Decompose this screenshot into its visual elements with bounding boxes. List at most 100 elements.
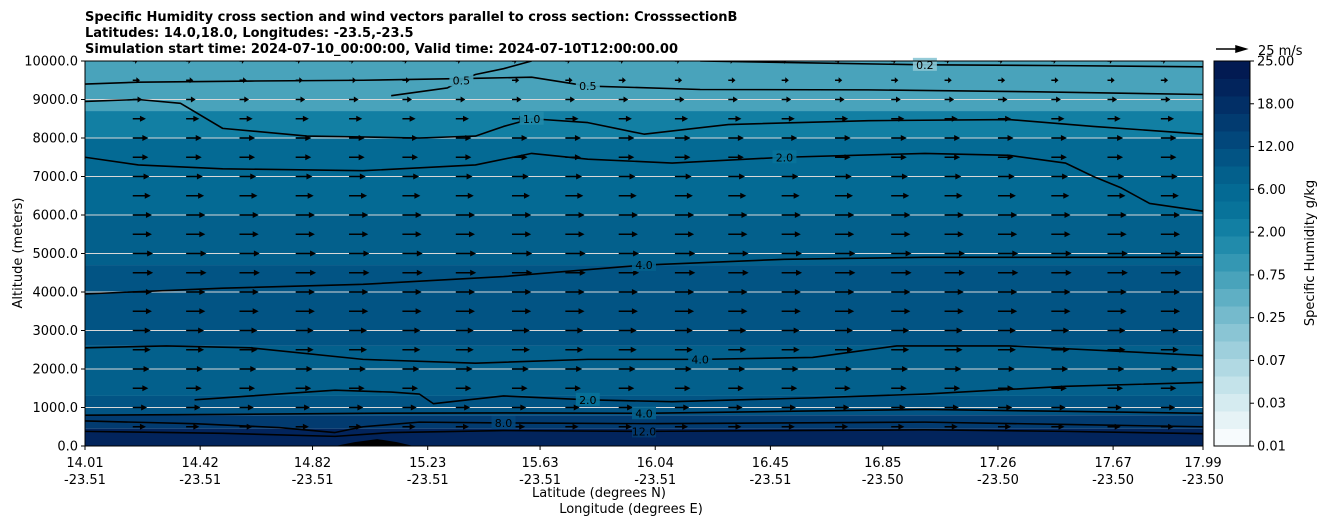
wind-arrow: [295, 231, 315, 238]
wind-arrow: [1107, 423, 1121, 430]
wind-arrow: [944, 289, 964, 295]
wind-arrow: [186, 173, 203, 180]
wind-arrow: [1051, 423, 1065, 430]
wind-arrow: [1051, 61, 1057, 64]
contour-label-bg: [632, 406, 656, 420]
wind-arrow: [674, 385, 691, 392]
wind-arrow: [1160, 404, 1176, 411]
wind-arrow: [565, 61, 571, 64]
wind-arrow: [891, 327, 910, 334]
wind-arrow: [618, 231, 638, 238]
wind-arrow: [239, 327, 258, 334]
wind-arrow: [402, 404, 417, 411]
contour-line: [194, 381, 1203, 405]
wind-arrow: [1051, 154, 1067, 161]
x-tick-label-lat: 14.42: [182, 456, 219, 471]
wind-arrow: [239, 154, 256, 161]
wind-arrow: [891, 385, 907, 392]
wind-arrow: [1051, 77, 1059, 84]
title-line-2: Latitudes: 14.0,18.0, Longitudes: -23.5,…: [85, 26, 414, 41]
wind-arrow: [891, 154, 907, 161]
wind-arrow: [674, 173, 692, 180]
title-line-3: Simulation start time: 2024-07-10_00:00:…: [85, 42, 678, 57]
wind-arrow: [455, 154, 472, 161]
wind-arrow: [239, 366, 257, 372]
wind-arrow: [944, 61, 950, 64]
wind-arrow: [295, 269, 317, 276]
wind-arrow: [565, 366, 583, 372]
wind-arrow: [511, 96, 522, 103]
wind-arrow: [186, 77, 194, 84]
wind-arrow: [1051, 269, 1072, 276]
wind-arrow: [565, 404, 580, 411]
wind-arrow: [835, 115, 849, 122]
wind-arrow: [565, 192, 584, 199]
wind-arrow: [565, 346, 584, 353]
wind-arrow: [944, 423, 958, 430]
contour-label-bg: [575, 79, 600, 93]
wind-arrow: [349, 231, 369, 238]
wind-arrow: [1160, 423, 1175, 430]
x-tick-label-lat: 15.23: [409, 456, 446, 471]
wind-arrow: [511, 308, 532, 315]
wind-arrow: [1051, 250, 1072, 257]
humidity-fill: [85, 61, 1203, 446]
wind-arrow: [186, 96, 196, 103]
contour-label-text: 4.0: [691, 353, 709, 366]
wind-arrow: [835, 77, 843, 84]
wind-arrow: [728, 231, 748, 238]
wind-arrow: [565, 154, 581, 161]
wind-arrow: [295, 366, 313, 372]
wind-arrow: [1160, 346, 1179, 353]
contour-line: [85, 98, 1203, 139]
wind-arrow: [1107, 231, 1127, 238]
wind-arrow: [997, 96, 1008, 103]
colorbar-segment: [1214, 271, 1250, 289]
wind-arrow: [565, 289, 585, 295]
wind-arrow: [132, 385, 149, 392]
colorbar-segment: [1214, 218, 1250, 237]
y-tick-label: 3000.0: [33, 324, 79, 339]
title-line-1: Specific Humidity cross section and wind…: [85, 10, 737, 25]
wind-arrow: [295, 135, 312, 141]
wind-arrow: [781, 61, 787, 64]
wind-arrow: [132, 212, 152, 218]
y-tick-label: 6000.0: [33, 209, 79, 224]
wind-arrow: [1107, 366, 1125, 372]
wind-arrow: [835, 61, 840, 64]
wind-arrow: [674, 212, 695, 218]
wind-arrow: [944, 327, 963, 334]
wind-arrow: [402, 250, 423, 257]
wind-arrow: [835, 423, 849, 430]
wind-arrow: [891, 77, 899, 84]
wind-arrow: [402, 173, 420, 180]
wind-arrow: [781, 327, 800, 334]
wind-arrow: [618, 423, 632, 430]
wind-arrow: [132, 346, 151, 353]
wind-arrow: [997, 135, 1014, 141]
terrain: [335, 439, 414, 446]
wind-arrow: [455, 61, 461, 64]
contour-label-bg: [449, 73, 474, 87]
wind-arrow: [349, 154, 365, 161]
wind-arrow: [781, 173, 799, 180]
humidity-band: [85, 265, 1203, 346]
wind-arrow: [674, 250, 696, 257]
wind-arrow: [186, 366, 203, 372]
wind-arrow: [618, 346, 637, 353]
wind-arrow: [674, 346, 693, 353]
colorbar: 0.01 0.03 0.07 0.25 0.75 2.00 6.00 12.00 18.00 25…: [1213, 55, 1294, 455]
wind-arrow: [781, 135, 798, 141]
wind-arrow: [781, 77, 789, 84]
wind-arrow: [186, 289, 206, 295]
wind-arrow: [565, 385, 581, 392]
wind-arrow: [728, 115, 742, 122]
colorbar-segment: [1214, 183, 1250, 202]
wind-arrow: [295, 61, 301, 64]
wind-arrow: [1160, 173, 1178, 180]
wind-arrow: [835, 269, 856, 276]
x-tick-label-lon: -23.51: [519, 473, 561, 488]
wind-arrow: [455, 96, 466, 103]
contour-label-bg: [519, 111, 544, 125]
wind-arrow: [186, 192, 205, 199]
